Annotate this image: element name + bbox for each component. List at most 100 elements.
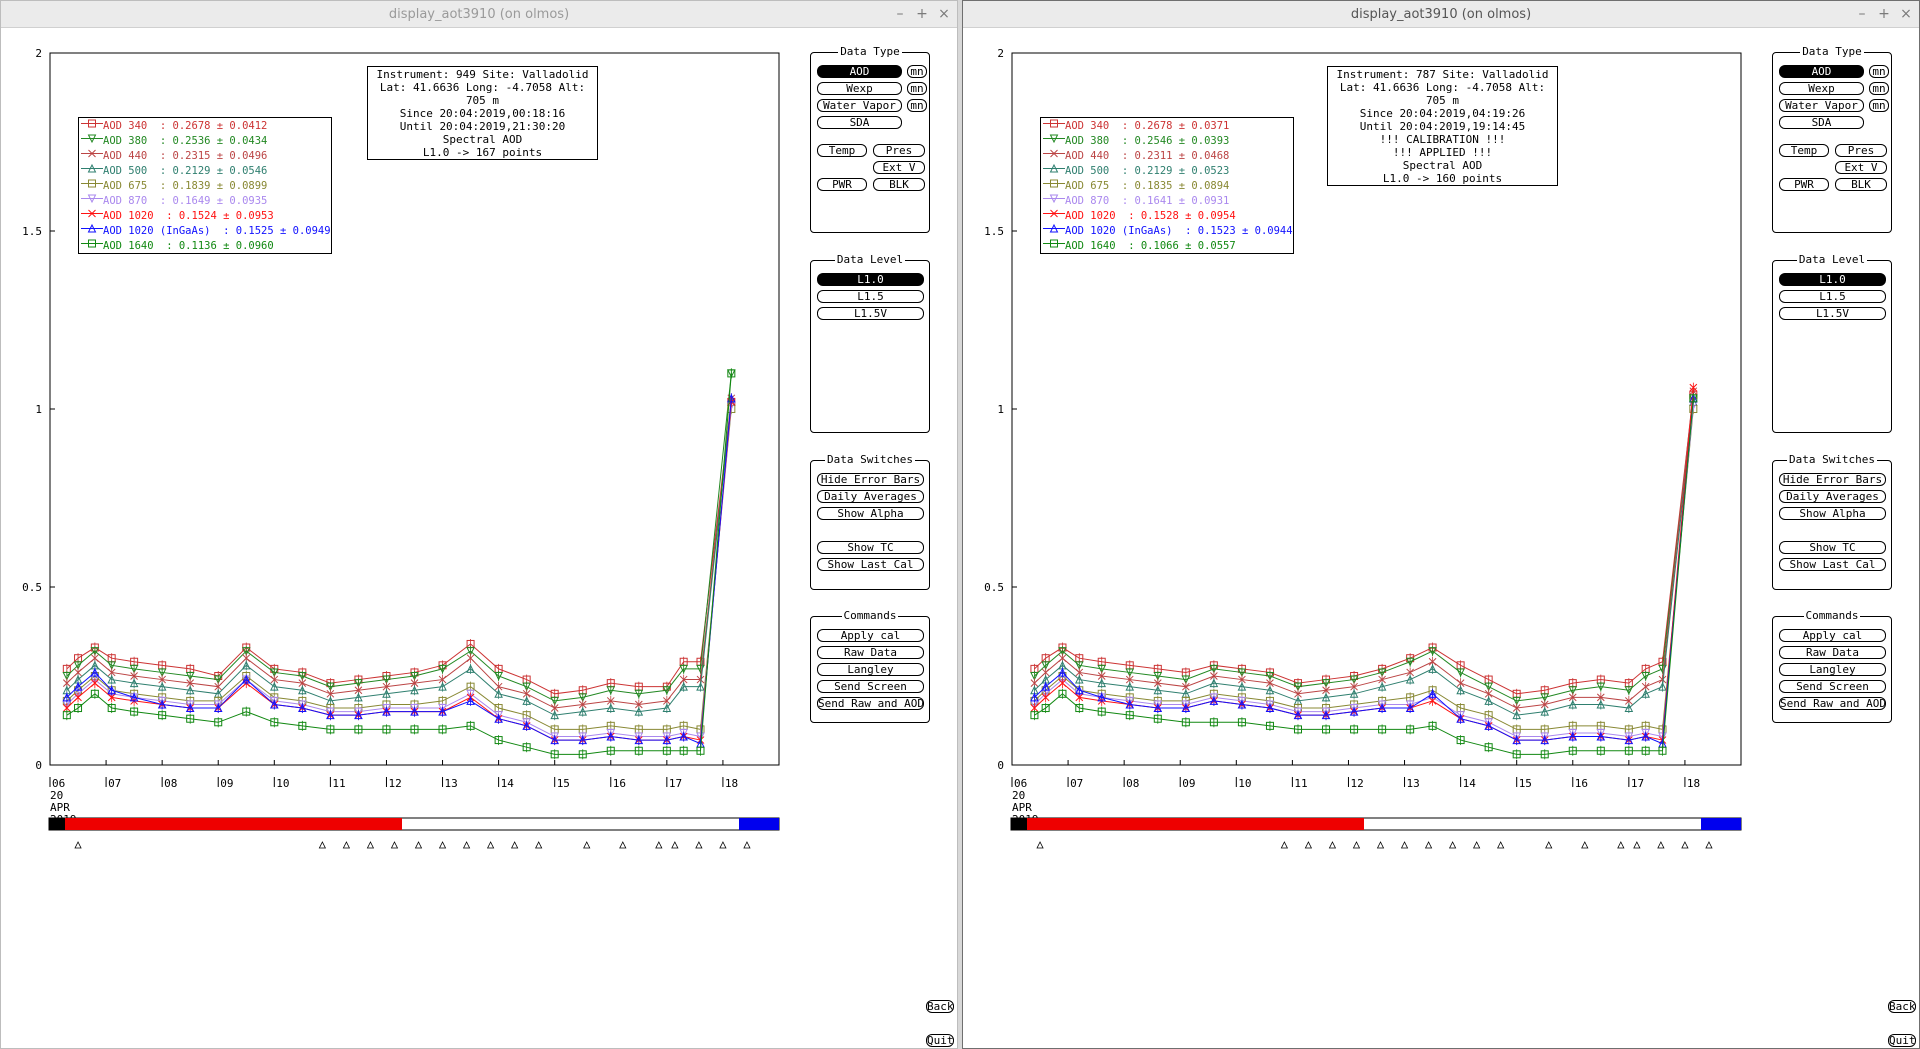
back-button[interactable]: Back [1888,1000,1916,1013]
mn-button[interactable]: mn [1869,65,1889,78]
data-point [129,664,139,674]
aod-button[interactable]: AOD [817,65,902,78]
data-point [679,731,688,741]
apply-cal-button[interactable]: Apply cal [1779,629,1886,642]
mn-button[interactable]: mn [907,82,927,95]
quit-button[interactable]: Quit [1888,1034,1916,1047]
legend-marker [1050,179,1058,188]
pwr-button[interactable]: PWR [817,178,867,191]
l1-0-button[interactable]: L1.0 [817,273,924,286]
data-point [494,689,503,698]
panel-commands: Commands Apply cal Raw Data Langley Send Scr… [810,609,930,723]
temp-button[interactable]: Temp [1779,144,1829,157]
ext-v-button[interactable]: Ext V [1835,161,1887,174]
data-point [74,704,83,713]
minimize-icon[interactable]: – [896,6,904,22]
show-alpha-button[interactable]: Show Alpha [1779,507,1886,520]
minimize-icon[interactable]: – [1858,6,1866,22]
l1-5v-button[interactable]: L1.5V [817,307,924,320]
back-button[interactable]: Back [926,1000,954,1013]
mn-button[interactable]: mn [907,99,927,112]
data-point [727,369,736,378]
daily-averages-button[interactable]: Daily Averages [817,490,924,503]
data-point [107,668,116,677]
mn-button[interactable]: mn [907,65,927,78]
series-aod-380 [62,368,736,706]
sda-button[interactable]: SDA [1779,116,1864,129]
ext-v-button[interactable]: Ext V [873,161,925,174]
water-vapor-button[interactable]: Water Vapor [1779,99,1864,112]
wexp-button[interactable]: Wexp [817,82,902,95]
daily-averages-button[interactable]: Daily Averages [1779,490,1886,503]
pres-button[interactable]: Pres [1835,144,1887,157]
data-point [1153,679,1162,687]
x-tick-label: 09 [1182,777,1195,790]
scan-marker [743,841,751,849]
data-point [1041,704,1050,713]
scan-marker [366,841,375,849]
raw-data-button[interactable]: Raw Data [817,646,924,659]
data-point [662,732,672,742]
pres-button[interactable]: Pres [873,144,925,157]
y-tick-label: 1 [997,403,1004,416]
blk-button[interactable]: BLK [1835,178,1887,191]
scan-marker [1581,841,1589,849]
sda-button[interactable]: SDA [817,116,902,129]
l1-5-button[interactable]: L1.5 [1779,290,1886,303]
data-point [382,725,391,734]
hide-error-bars-button[interactable]: Hide Error Bars [1779,473,1886,486]
close-icon[interactable]: × [938,6,950,22]
temp-button[interactable]: Temp [817,144,867,157]
show-last-cal-button[interactable]: Show Last Cal [817,558,924,571]
mn-button[interactable]: mn [1869,99,1889,112]
maximize-icon[interactable]: + [1878,6,1890,22]
panel-title-text: Data Level [1796,253,1868,266]
l1-5-button[interactable]: L1.5 [817,290,924,303]
legend-label: AOD 340 : 0.2678 ± 0.0412 [103,120,268,132]
maximize-icon[interactable]: + [916,6,928,22]
show-tc-button[interactable]: Show TC [817,541,924,554]
data-point [269,668,279,678]
send-screen-button[interactable]: Send Screen [817,680,924,693]
data-point [1540,706,1550,716]
aod-button[interactable]: AOD [1779,65,1864,78]
blk-button[interactable]: BLK [873,178,925,191]
langley-button[interactable]: Langley [817,663,924,676]
data-point [1058,679,1067,687]
send-screen-button[interactable]: Send Screen [1779,680,1886,693]
l1-5v-button[interactable]: L1.5V [1779,307,1886,320]
series-line [66,398,732,709]
data-point [1210,672,1218,680]
send-raw-and-aod-button[interactable]: Send Raw and AOD [817,697,924,710]
data-point [1456,685,1465,695]
raw-data-button[interactable]: Raw Data [1779,646,1886,659]
panel-title-text: Commands [841,609,899,622]
quit-button[interactable]: Quit [926,1034,954,1047]
wexp-button[interactable]: Wexp [1779,82,1864,95]
apply-cal-button[interactable]: Apply cal [817,629,924,642]
close-icon[interactable]: × [1900,6,1912,22]
data-point [1540,693,1550,702]
show-last-cal-button[interactable]: Show Last Cal [1779,558,1886,571]
legend-marker-icon [81,208,103,223]
hide-error-bars-button[interactable]: Hide Error Bars [817,473,924,486]
scan-marker [1328,841,1337,849]
show-tc-button[interactable]: Show TC [1779,541,1886,554]
mn-button[interactable]: mn [1869,82,1889,95]
data-point [1293,710,1303,720]
data-point [550,710,560,720]
pwr-button[interactable]: PWR [1779,178,1829,191]
show-alpha-button[interactable]: Show Alpha [817,507,924,520]
l1-0-button[interactable]: L1.0 [1779,273,1886,286]
langley-button[interactable]: Langley [1779,663,1886,676]
data-point [578,735,588,745]
data-point [1512,710,1522,720]
water-vapor-button[interactable]: Water Vapor [817,99,902,112]
series-aod-380 [1030,393,1698,706]
info-line: Since 20:04:2019,00:18:16 [399,107,566,120]
series-line [1034,391,1694,709]
series-aod-440 [1030,386,1698,714]
legend-marker-icon [81,238,103,253]
y-tick-label: 1.5 [22,225,42,238]
send-raw-and-aod-button[interactable]: Send Raw and AOD [1779,697,1886,710]
